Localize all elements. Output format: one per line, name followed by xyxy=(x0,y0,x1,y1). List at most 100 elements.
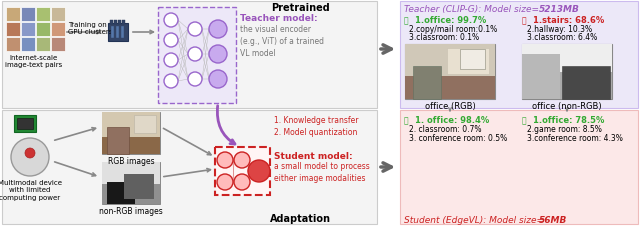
FancyBboxPatch shape xyxy=(21,38,35,52)
FancyBboxPatch shape xyxy=(124,174,154,199)
FancyBboxPatch shape xyxy=(2,111,377,224)
Text: ✅: ✅ xyxy=(404,16,408,25)
Text: 56MB: 56MB xyxy=(539,215,568,224)
Text: 3.classroom: 0.1%: 3.classroom: 0.1% xyxy=(409,33,479,42)
Text: Teacher (CLIP-G): Model size=: Teacher (CLIP-G): Model size= xyxy=(404,5,539,14)
Text: 1.stairs: 68.6%: 1.stairs: 68.6% xyxy=(533,16,604,25)
Circle shape xyxy=(209,46,227,64)
Circle shape xyxy=(188,73,202,87)
Circle shape xyxy=(234,152,250,168)
Text: Teacher model:: Teacher model: xyxy=(240,14,317,23)
FancyBboxPatch shape xyxy=(102,162,160,184)
Text: 3.classroom: 6.4%: 3.classroom: 6.4% xyxy=(527,33,597,42)
Circle shape xyxy=(164,34,178,48)
FancyBboxPatch shape xyxy=(413,67,441,100)
FancyBboxPatch shape xyxy=(111,27,114,39)
FancyBboxPatch shape xyxy=(158,8,236,104)
FancyBboxPatch shape xyxy=(400,111,638,224)
FancyBboxPatch shape xyxy=(51,23,65,37)
Text: office (non-RGB): office (non-RGB) xyxy=(532,101,602,111)
FancyBboxPatch shape xyxy=(405,77,495,100)
Text: Pretrained: Pretrained xyxy=(271,3,330,13)
Circle shape xyxy=(164,14,178,28)
FancyBboxPatch shape xyxy=(102,137,160,154)
FancyBboxPatch shape xyxy=(405,45,495,77)
Text: non-RGB images: non-RGB images xyxy=(99,206,163,215)
FancyBboxPatch shape xyxy=(110,21,113,25)
Circle shape xyxy=(209,71,227,89)
FancyBboxPatch shape xyxy=(51,8,65,22)
Text: 3.conference room: 4.3%: 3.conference room: 4.3% xyxy=(527,133,623,142)
Text: Multimodal device
with limited
computing power: Multimodal device with limited computing… xyxy=(0,179,62,200)
Circle shape xyxy=(217,152,233,168)
FancyBboxPatch shape xyxy=(21,8,35,22)
Text: Student (EdgeVL): Model size=: Student (EdgeVL): Model size= xyxy=(404,215,544,224)
FancyBboxPatch shape xyxy=(116,27,119,39)
FancyBboxPatch shape xyxy=(2,2,377,109)
FancyBboxPatch shape xyxy=(21,23,35,37)
Circle shape xyxy=(217,174,233,190)
FancyBboxPatch shape xyxy=(134,116,156,133)
Text: Student model:: Student model: xyxy=(274,151,353,160)
FancyBboxPatch shape xyxy=(114,21,117,25)
Circle shape xyxy=(164,75,178,89)
Circle shape xyxy=(188,23,202,37)
FancyBboxPatch shape xyxy=(102,184,160,204)
Text: 2.hallway: 10.3%: 2.hallway: 10.3% xyxy=(527,25,592,34)
FancyBboxPatch shape xyxy=(522,73,612,100)
FancyBboxPatch shape xyxy=(51,38,65,52)
FancyBboxPatch shape xyxy=(400,2,638,109)
Text: 3. conference room: 0.5%: 3. conference room: 0.5% xyxy=(409,133,508,142)
Text: office (RGB): office (RGB) xyxy=(424,101,476,111)
Circle shape xyxy=(234,174,250,190)
FancyBboxPatch shape xyxy=(107,127,129,154)
FancyBboxPatch shape xyxy=(447,49,489,75)
Text: 1. office: 98.4%: 1. office: 98.4% xyxy=(415,116,489,124)
Text: a small model to process
either image modalities: a small model to process either image mo… xyxy=(274,161,370,182)
FancyBboxPatch shape xyxy=(102,113,160,154)
FancyBboxPatch shape xyxy=(107,182,135,204)
FancyBboxPatch shape xyxy=(460,50,485,70)
FancyBboxPatch shape xyxy=(108,24,128,42)
Text: Adaptation: Adaptation xyxy=(269,213,330,223)
Circle shape xyxy=(11,138,49,176)
Circle shape xyxy=(248,160,270,182)
Circle shape xyxy=(188,48,202,62)
Circle shape xyxy=(164,54,178,68)
FancyBboxPatch shape xyxy=(36,38,50,52)
FancyBboxPatch shape xyxy=(14,116,36,132)
FancyBboxPatch shape xyxy=(522,55,560,100)
FancyBboxPatch shape xyxy=(36,23,50,37)
Text: ✅: ✅ xyxy=(522,116,527,124)
Text: 1.office: 99.7%: 1.office: 99.7% xyxy=(415,16,486,25)
Text: 1.office: 78.5%: 1.office: 78.5% xyxy=(533,116,604,124)
Text: 2.copy/mail room:0.1%: 2.copy/mail room:0.1% xyxy=(409,25,497,34)
FancyBboxPatch shape xyxy=(6,8,20,22)
FancyBboxPatch shape xyxy=(522,45,612,100)
Circle shape xyxy=(25,148,35,158)
FancyBboxPatch shape xyxy=(118,21,121,25)
Text: the visual encoder
(e.g., ViT) of a trained
VL model: the visual encoder (e.g., ViT) of a trai… xyxy=(240,25,324,58)
FancyBboxPatch shape xyxy=(215,147,270,195)
FancyBboxPatch shape xyxy=(405,45,495,100)
Text: 5213MB: 5213MB xyxy=(539,5,580,14)
FancyBboxPatch shape xyxy=(102,162,160,204)
FancyBboxPatch shape xyxy=(6,23,20,37)
Text: Training on
GPU clusters: Training on GPU clusters xyxy=(68,22,113,35)
Text: ⛔: ⛔ xyxy=(522,16,527,25)
FancyBboxPatch shape xyxy=(102,113,160,137)
Text: 1. Knowledge transfer
2. Model quantization: 1. Knowledge transfer 2. Model quantizat… xyxy=(274,116,358,136)
FancyBboxPatch shape xyxy=(562,67,610,100)
Text: ✅: ✅ xyxy=(404,116,408,124)
FancyBboxPatch shape xyxy=(6,38,20,52)
Text: 2.game room: 8.5%: 2.game room: 8.5% xyxy=(527,124,602,133)
FancyBboxPatch shape xyxy=(522,45,612,73)
Circle shape xyxy=(209,21,227,39)
FancyBboxPatch shape xyxy=(36,8,50,22)
FancyBboxPatch shape xyxy=(17,118,33,129)
Text: RGB images: RGB images xyxy=(108,156,154,165)
FancyBboxPatch shape xyxy=(122,21,125,25)
Text: Internet-scale
image-text pairs: Internet-scale image-text pairs xyxy=(5,55,63,68)
FancyBboxPatch shape xyxy=(121,27,124,39)
Text: 2. classroom: 0.7%: 2. classroom: 0.7% xyxy=(409,124,481,133)
